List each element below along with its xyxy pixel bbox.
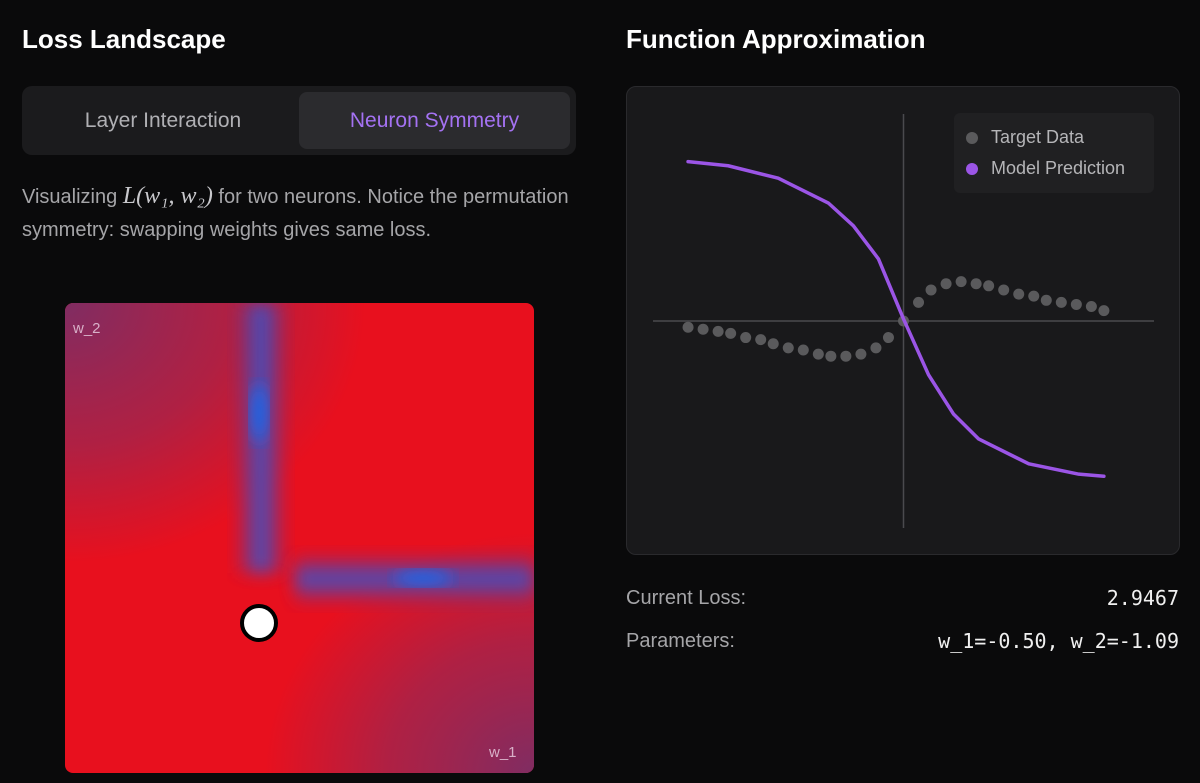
- data-point: [725, 327, 737, 339]
- data-point: [983, 280, 995, 292]
- description: Visualizing L(w₁, w₂) for two neurons. N…: [22, 180, 582, 247]
- data-point: [913, 296, 925, 308]
- legend-label: Model Prediction: [991, 158, 1125, 178]
- description-text: for two neurons. Notice the permutation …: [22, 186, 569, 241]
- axis-label: w_2: [72, 320, 101, 337]
- data-point: [940, 278, 952, 290]
- data-point: [1085, 301, 1097, 313]
- data-point: [682, 321, 694, 333]
- data-point: [970, 278, 982, 290]
- tab-active[interactable]: Neuron Symmetry: [299, 92, 570, 149]
- data-point: [855, 348, 867, 360]
- data-point: [782, 342, 794, 354]
- data-point: [825, 350, 837, 362]
- stat-label: Current Loss:: [626, 587, 747, 609]
- parameter-marker[interactable]: [240, 604, 278, 642]
- data-point: [1028, 290, 1040, 302]
- data-point: [767, 338, 779, 350]
- heatmap: w_2 w_1: [65, 303, 534, 773]
- chart-panel: Target Data Model Prediction: [626, 86, 1180, 555]
- legend-label: Target Data: [991, 127, 1085, 147]
- data-point: [870, 342, 882, 354]
- data-point: [755, 334, 767, 346]
- section-title: Loss Landscape: [22, 24, 226, 54]
- data-point: [1040, 294, 1052, 306]
- stat-value: w_1=-0.50, w_2=-1.09: [938, 629, 1179, 653]
- data-point: [797, 344, 809, 356]
- legend-marker: [966, 163, 978, 175]
- data-point: [1070, 298, 1082, 310]
- data-point: [712, 325, 724, 337]
- prediction-line: [686, 159, 1106, 478]
- stat-value: 2.9467: [1106, 586, 1179, 610]
- data-point: [812, 348, 824, 360]
- legend-box: [954, 113, 1154, 193]
- data-point: [955, 276, 967, 288]
- data-point: [925, 284, 937, 296]
- data-point: [882, 332, 894, 344]
- data-point: [697, 323, 709, 335]
- chart: Target Data Model Prediction: [653, 113, 1154, 528]
- data-point: [998, 284, 1010, 296]
- tab-bar: Layer Interaction Neuron Symmetry: [22, 86, 576, 155]
- legend-marker: [966, 132, 978, 144]
- formula: L(w₁, w₂): [122, 183, 213, 209]
- axis-label: w_1: [488, 744, 517, 761]
- stat-label: Parameters:: [626, 630, 735, 652]
- data-point: [1013, 288, 1025, 300]
- description-text: Visualizing: [22, 186, 118, 208]
- section-title: Function Approximation: [626, 24, 926, 54]
- data-point: [740, 332, 752, 344]
- data-point: [1055, 296, 1067, 308]
- data-point: [1098, 305, 1110, 317]
- data-point: [840, 350, 852, 362]
- tab[interactable]: Layer Interaction: [84, 109, 242, 132]
